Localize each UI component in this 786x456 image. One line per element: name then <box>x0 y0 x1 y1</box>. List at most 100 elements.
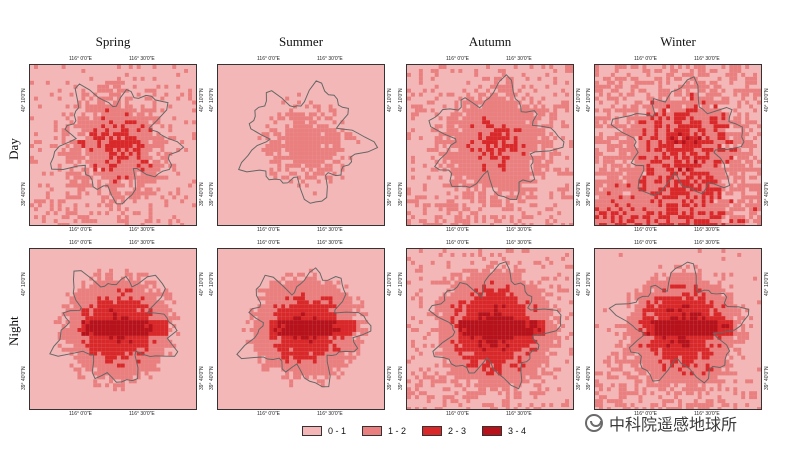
legend-swatch <box>302 426 322 436</box>
lon-ticks-top: 116° 0'0"E <box>69 56 92 62</box>
lon-ticks-bottom: 116° 30'0"E <box>506 411 532 417</box>
urban-boundary <box>236 267 372 388</box>
lon-ticks-bottom: 116° 0'0"E <box>69 227 92 233</box>
lat-ticks-left: 39° 40'0"N <box>586 182 592 206</box>
map-panel-winter-day <box>594 64 762 226</box>
lat-ticks-right: 40° 10'0"N <box>576 272 582 296</box>
lon-ticks-bottom: 116° 30'0"E <box>317 411 343 417</box>
urban-boundary <box>608 261 750 384</box>
lon-ticks-top: 116° 30'0"E <box>317 56 343 62</box>
lat-ticks-left: 40° 10'0"N <box>209 272 215 296</box>
lon-ticks-top: 116° 0'0"E <box>446 56 469 62</box>
lat-ticks-left: 39° 40'0"N <box>21 366 27 390</box>
lat-ticks-left: 39° 40'0"N <box>586 366 592 390</box>
map-panel-spring-day <box>29 64 197 226</box>
lat-ticks-left: 39° 40'0"N <box>209 182 215 206</box>
lat-ticks-left: 40° 10'0"N <box>398 88 404 112</box>
lon-ticks-bottom: 116° 0'0"E <box>446 411 469 417</box>
urban-boundary <box>50 83 185 205</box>
column-title-autumn: Autumn <box>468 34 512 49</box>
lon-ticks-bottom: 116° 0'0"E <box>69 411 92 417</box>
urban-boundary <box>610 76 745 197</box>
lat-ticks-left: 40° 10'0"N <box>586 272 592 296</box>
urban-boundary <box>428 74 565 201</box>
lat-ticks-right: 39° 40'0"N <box>764 182 770 206</box>
lst-raster <box>595 65 761 225</box>
urban-boundary <box>428 261 562 390</box>
lon-ticks-top: 116° 0'0"E <box>257 56 280 62</box>
lat-ticks-right: 40° 10'0"N <box>387 88 393 112</box>
lat-ticks-right: 40° 10'0"N <box>764 272 770 296</box>
legend-label: 3 - 4 <box>508 426 527 436</box>
watermark-text: 中科院遥感地球所 <box>609 415 738 434</box>
legend-item-0-1: 0 - 1 <box>302 426 346 436</box>
legend-label: 0 - 1 <box>328 426 347 436</box>
lon-ticks-top: 116° 0'0"E <box>634 240 657 246</box>
lon-ticks-bottom: 116° 30'0"E <box>129 411 155 417</box>
lon-ticks-top: 116° 30'0"E <box>694 240 720 246</box>
lat-ticks-right: 40° 10'0"N <box>199 88 205 112</box>
lat-ticks-right: 40° 10'0"N <box>199 272 205 296</box>
lon-ticks-bottom: 116° 0'0"E <box>446 227 469 233</box>
lon-ticks-top: 116° 30'0"E <box>317 240 343 246</box>
lst-raster <box>407 65 573 225</box>
legend-swatch <box>362 426 383 436</box>
lat-ticks-left: 39° 40'0"N <box>209 366 215 390</box>
legend-label: 2 - 3 <box>448 426 467 436</box>
lon-ticks-bottom: 116° 30'0"E <box>317 227 343 233</box>
lat-ticks-left: 40° 10'0"N <box>21 272 27 296</box>
lon-ticks-bottom: 116° 30'0"E <box>694 227 720 233</box>
lat-ticks-left: 39° 40'0"N <box>21 182 27 206</box>
lon-ticks-top: 116° 0'0"E <box>69 240 92 246</box>
wechat-icon <box>585 414 603 432</box>
map-panel-spring-night <box>29 248 197 410</box>
lon-ticks-top: 116° 30'0"E <box>506 56 532 62</box>
lon-ticks-bottom: 116° 0'0"E <box>257 411 280 417</box>
watermark: 中科院遥感地球所 <box>585 412 737 434</box>
row-label-night: Night <box>6 316 21 346</box>
lon-ticks-top: 116° 30'0"E <box>694 56 720 62</box>
lon-ticks-bottom: 116° 0'0"E <box>634 227 657 233</box>
lon-ticks-bottom: 116° 30'0"E <box>694 411 720 417</box>
lst-raster <box>595 249 761 409</box>
lat-ticks-right: 40° 10'0"N <box>576 88 582 112</box>
lat-ticks-left: 40° 10'0"N <box>21 88 27 112</box>
urban-boundary <box>238 80 379 204</box>
lat-ticks-left: 39° 40'0"N <box>398 366 404 390</box>
lat-ticks-right: 39° 40'0"N <box>576 366 582 390</box>
map-panel-summer-day <box>217 64 385 226</box>
legend: 0 - 1 1 - 2 2 - 3 3 - 4 <box>302 424 526 438</box>
legend-swatch <box>422 426 443 436</box>
lon-ticks-bottom: 116° 0'0"E <box>634 411 657 417</box>
lat-ticks-left: 40° 10'0"N <box>586 88 592 112</box>
lat-ticks-right: 40° 10'0"N <box>387 272 393 296</box>
lat-ticks-right: 39° 40'0"N <box>387 366 393 390</box>
lat-ticks-left: 39° 40'0"N <box>398 182 404 206</box>
lst-raster <box>407 249 573 409</box>
column-title-summer: Summer <box>278 34 324 49</box>
lst-raster <box>236 267 372 388</box>
map-panel-winter-night <box>594 248 762 410</box>
lat-ticks-right: 39° 40'0"N <box>199 366 205 390</box>
lat-ticks-right: 39° 40'0"N <box>387 182 393 206</box>
lon-ticks-top: 116° 30'0"E <box>129 240 155 246</box>
lat-ticks-left: 40° 10'0"N <box>398 272 404 296</box>
column-title-winter: Winter <box>660 34 696 49</box>
lon-ticks-top: 116° 0'0"E <box>634 56 657 62</box>
lon-ticks-top: 116° 0'0"E <box>257 240 280 246</box>
lat-ticks-right: 39° 40'0"N <box>199 182 205 206</box>
urban-boundary <box>49 270 179 383</box>
map-panel-autumn-day <box>406 64 574 226</box>
legend-item-2-3: 2 - 3 <box>422 426 466 436</box>
legend-label: 1 - 2 <box>388 426 407 436</box>
lon-ticks-bottom: 116° 30'0"E <box>129 227 155 233</box>
lat-ticks-right: 39° 40'0"N <box>764 366 770 390</box>
lst-raster <box>238 80 379 204</box>
lon-ticks-bottom: 116° 0'0"E <box>257 227 280 233</box>
legend-item-1-2: 1 - 2 <box>362 426 406 436</box>
map-panel-autumn-night <box>406 248 574 410</box>
row-label-day: Day <box>6 138 21 160</box>
map-panel-summer-night <box>217 248 385 410</box>
lon-ticks-top: 116° 30'0"E <box>506 240 532 246</box>
legend-swatch <box>482 426 503 436</box>
